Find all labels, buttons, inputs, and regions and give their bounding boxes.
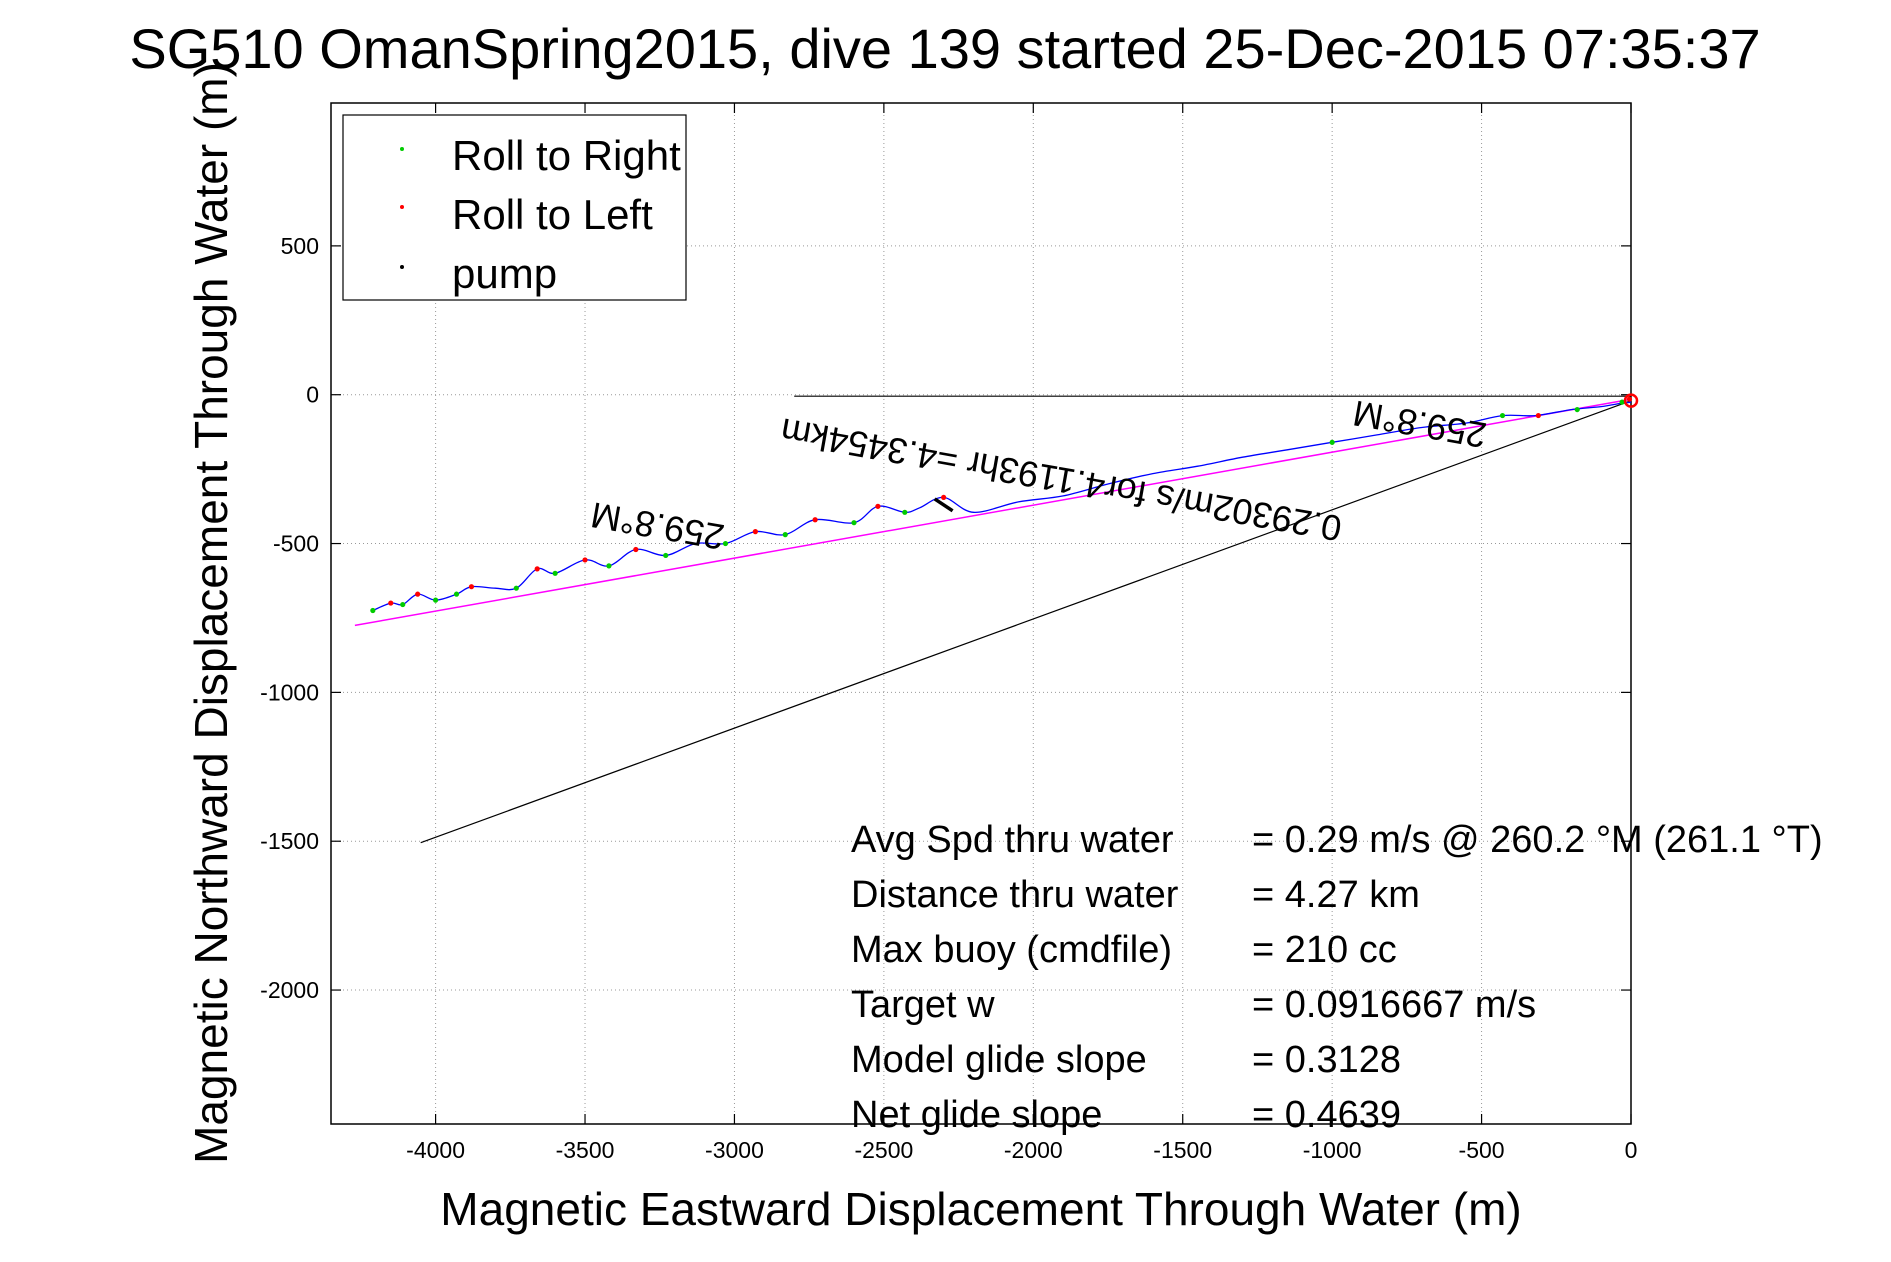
dive-start-marker: [1623, 393, 1639, 408]
x-tick-label: -3000: [705, 1137, 764, 1163]
roll-left-point: [633, 546, 639, 553]
roll-right-point: [432, 597, 439, 603]
x-tick-label: -2500: [854, 1137, 913, 1163]
roll-right-point: [1619, 399, 1625, 405]
stat-value-net-glide: = 0.4639: [1252, 1094, 1401, 1136]
x-tick-label: -1500: [1153, 1137, 1212, 1163]
stat-label-max-buoy: Max buoy (cmdfile): [851, 929, 1172, 971]
legend-marker-pump: [400, 265, 404, 269]
roll-markers: [370, 393, 1639, 614]
legend-label-roll-left: Roll to Left: [452, 191, 653, 238]
roll-right-point: [902, 509, 908, 515]
x-tick-label: -500: [1459, 1137, 1505, 1163]
stat-value-model-glide: = 0.3128: [1252, 1039, 1401, 1081]
roll-left-point: [812, 517, 818, 523]
y-tick-label: -2000: [260, 977, 319, 1003]
y-tick-label: -1000: [260, 679, 319, 705]
roll-left-point: [582, 557, 588, 563]
y-axis-label: Magnetic Northward Displacement Through …: [185, 62, 237, 1164]
stat-value-target-w: = 0.0916667 m/s: [1252, 984, 1536, 1026]
roll-right-point: [1499, 412, 1506, 419]
roll-right-point: [1329, 439, 1335, 445]
roll-left-point: [534, 566, 540, 572]
chart-title: SG510 OmanSpring2015, dive 139 started 2…: [129, 17, 1760, 80]
roll-left-point: [415, 591, 421, 597]
axis-ticks: -4000 -3500 -3000 -2500 -2000 -1500 -1000 -500 0…: [260, 103, 1637, 1163]
x-tick-label: -3500: [556, 1137, 615, 1163]
y-tick-label: 500: [281, 233, 319, 259]
stat-label-target-w: Target w: [851, 984, 995, 1026]
roll-right-point: [1574, 406, 1580, 413]
dive-statistics: Avg Spd thru water = 0.29 m/s @ 260.2 °M…: [851, 819, 1823, 1136]
roll-right-point: [782, 532, 788, 538]
roll-left-point: [941, 494, 947, 501]
roll-right-point: [453, 591, 460, 597]
legend: Roll to Right Roll to Left pump: [342, 114, 687, 301]
roll-right-point: [400, 601, 406, 608]
x-axis-label: Magnetic Eastward Displacement Through W…: [440, 1183, 1521, 1235]
roll-right-point: [513, 585, 519, 591]
stat-value-distance: = 4.27 km: [1252, 874, 1420, 916]
y-tick-label: 0: [306, 382, 319, 408]
heading-line: [354, 398, 1632, 627]
legend-marker-roll-right: [400, 147, 404, 151]
stat-value-avg-speed: = 0.29 m/s @ 260.2 °M (261.1 °T): [1252, 819, 1823, 861]
plot-frame: [330, 102, 1632, 1125]
roll-left-point: [875, 503, 881, 509]
roll-right-point: [370, 607, 376, 614]
legend-marker-roll-left: [400, 205, 404, 209]
stat-value-max-buoy: = 210 cc: [1252, 929, 1397, 971]
roll-left-point: [468, 584, 475, 590]
roll-right-point: [851, 520, 857, 526]
roll-left-point: [388, 600, 394, 606]
roll-right-point: [722, 540, 729, 547]
legend-label-roll-right: Roll to Right: [452, 132, 681, 179]
x-tick-label: 0: [1625, 1137, 1638, 1163]
stat-label-model-glide: Model glide slope: [851, 1039, 1147, 1081]
y-tick-label: -1500: [260, 828, 319, 854]
y-tick-label: -500: [273, 531, 319, 557]
roll-right-point: [663, 552, 669, 559]
roll-left-point: [752, 529, 758, 535]
reference-lines: [420, 395, 1632, 844]
magnetic-heading-line: [354, 398, 1632, 627]
stat-label-distance: Distance thru water: [851, 874, 1179, 916]
x-tick-label: -1000: [1303, 1137, 1362, 1163]
reference-line: [420, 400, 1632, 844]
legend-label-pump: pump: [452, 250, 557, 297]
pump-segment: [933, 497, 954, 513]
stat-label-net-glide: Net glide slope: [851, 1094, 1102, 1136]
roll-left-point: [1626, 396, 1633, 402]
roll-right-point: [606, 563, 612, 569]
stat-label-avg-speed: Avg Spd thru water: [851, 819, 1174, 861]
x-tick-label: -4000: [406, 1137, 465, 1163]
roll-right-point: [552, 570, 558, 576]
roll-left-point: [1535, 412, 1541, 419]
x-tick-label: -2000: [1004, 1137, 1063, 1163]
